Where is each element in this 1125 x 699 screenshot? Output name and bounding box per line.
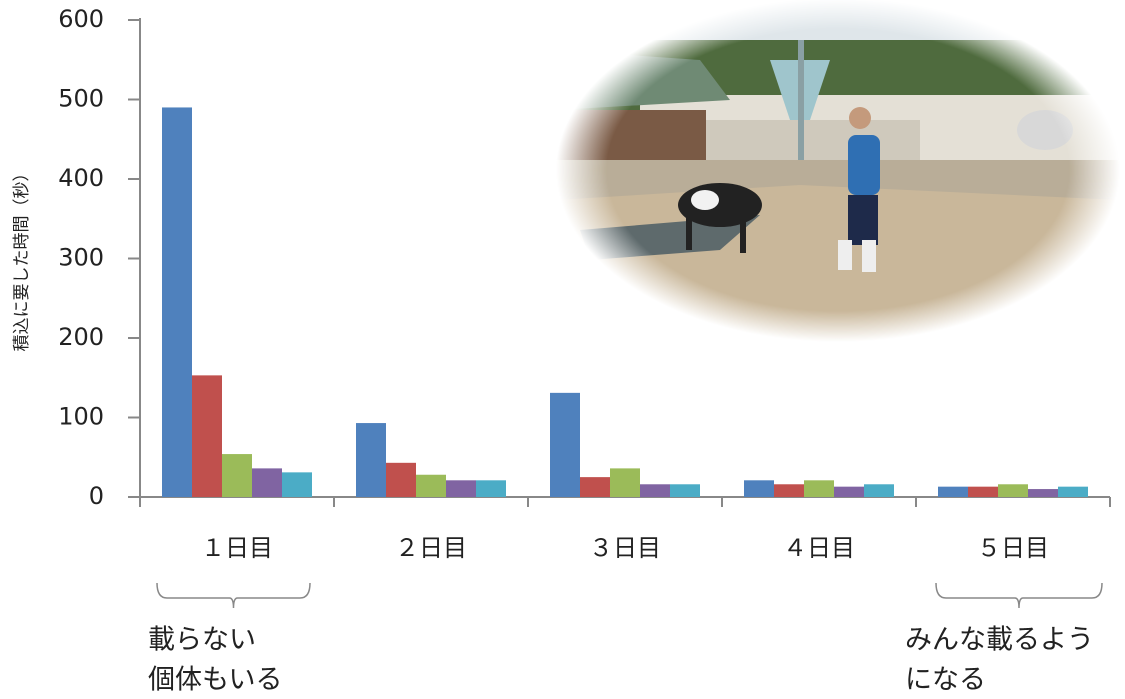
bar bbox=[192, 375, 222, 497]
bar bbox=[476, 480, 506, 497]
x-tick-label: １日目 bbox=[201, 534, 273, 562]
annotation: になる bbox=[905, 665, 986, 696]
bar bbox=[804, 480, 834, 497]
bar bbox=[1058, 486, 1088, 497]
y-tick-label: 300 bbox=[58, 244, 104, 272]
bar bbox=[252, 468, 282, 497]
bar bbox=[416, 474, 446, 497]
annotation: 個体もいる bbox=[148, 665, 282, 696]
y-axis-label: 積込に要した時間（秒） bbox=[12, 165, 32, 352]
bar bbox=[640, 484, 670, 497]
x-tick-label: ４日目 bbox=[783, 534, 855, 562]
y-tick-label: 200 bbox=[58, 323, 104, 351]
y-tick-label: 100 bbox=[58, 403, 104, 431]
bar bbox=[162, 107, 192, 497]
photo bbox=[556, 0, 1120, 350]
bar bbox=[744, 480, 774, 497]
bar bbox=[446, 480, 476, 497]
bar bbox=[550, 392, 580, 497]
y-tick-label: 400 bbox=[58, 164, 104, 192]
bar bbox=[968, 486, 998, 497]
bar bbox=[222, 454, 252, 497]
x-tick-label: ２日目 bbox=[395, 534, 467, 562]
y-tick-label: 0 bbox=[89, 482, 104, 510]
brace bbox=[156, 582, 311, 609]
bar bbox=[774, 484, 804, 497]
bar bbox=[282, 472, 312, 497]
bar bbox=[864, 484, 894, 497]
bar bbox=[834, 486, 864, 497]
bar bbox=[580, 477, 610, 497]
brace bbox=[935, 582, 1103, 609]
bar bbox=[998, 484, 1028, 497]
x-tick-label: ３日目 bbox=[589, 534, 661, 562]
bar bbox=[670, 484, 700, 497]
bar bbox=[1028, 489, 1058, 497]
bar bbox=[356, 423, 386, 497]
y-tick-label: 500 bbox=[58, 85, 104, 113]
y-tick-label: 600 bbox=[58, 5, 104, 33]
annotation: 載らない bbox=[148, 625, 256, 656]
bar bbox=[938, 486, 968, 497]
bar bbox=[386, 462, 416, 497]
x-tick-label: ５日目 bbox=[977, 534, 1049, 562]
bar bbox=[610, 468, 640, 497]
annotation: みんな載るよう bbox=[905, 625, 1094, 656]
